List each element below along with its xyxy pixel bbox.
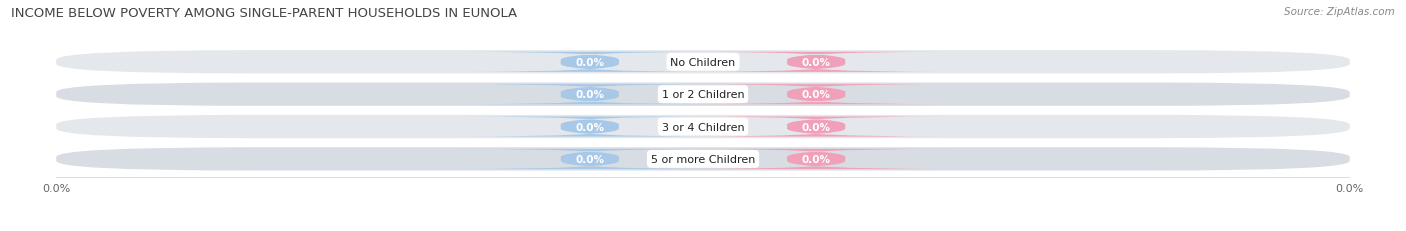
FancyBboxPatch shape xyxy=(683,149,949,169)
Text: No Children: No Children xyxy=(671,58,735,67)
Text: 5 or more Children: 5 or more Children xyxy=(651,154,755,164)
Text: INCOME BELOW POVERTY AMONG SINGLE-PARENT HOUSEHOLDS IN EUNOLA: INCOME BELOW POVERTY AMONG SINGLE-PARENT… xyxy=(11,7,517,20)
Text: 0.0%: 0.0% xyxy=(575,154,605,164)
FancyBboxPatch shape xyxy=(683,52,949,73)
Text: 0.0%: 0.0% xyxy=(801,58,831,67)
FancyBboxPatch shape xyxy=(457,117,723,137)
Text: 0.0%: 0.0% xyxy=(575,90,605,100)
FancyBboxPatch shape xyxy=(457,149,723,169)
Text: 0.0%: 0.0% xyxy=(575,58,605,67)
FancyBboxPatch shape xyxy=(56,83,1350,106)
FancyBboxPatch shape xyxy=(56,51,1350,74)
FancyBboxPatch shape xyxy=(457,85,723,105)
Text: 3 or 4 Children: 3 or 4 Children xyxy=(662,122,744,132)
FancyBboxPatch shape xyxy=(683,85,949,105)
Text: 0.0%: 0.0% xyxy=(801,122,831,132)
FancyBboxPatch shape xyxy=(56,116,1350,139)
FancyBboxPatch shape xyxy=(457,52,723,73)
FancyBboxPatch shape xyxy=(683,117,949,137)
FancyBboxPatch shape xyxy=(56,148,1350,171)
Text: Source: ZipAtlas.com: Source: ZipAtlas.com xyxy=(1284,7,1395,17)
Text: 0.0%: 0.0% xyxy=(801,154,831,164)
Text: 1 or 2 Children: 1 or 2 Children xyxy=(662,90,744,100)
Text: 0.0%: 0.0% xyxy=(575,122,605,132)
Text: 0.0%: 0.0% xyxy=(801,90,831,100)
